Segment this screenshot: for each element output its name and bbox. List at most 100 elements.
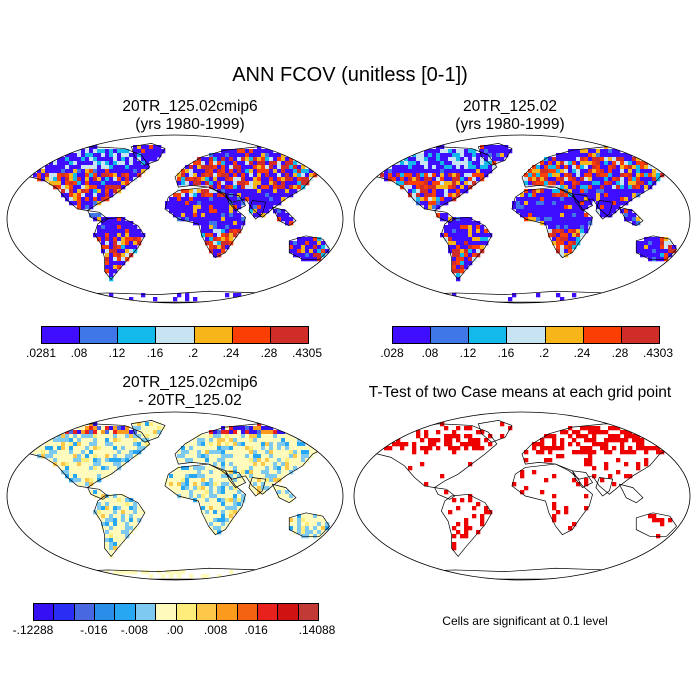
- map-grid-cell: [197, 189, 202, 194]
- map-grid-cell: [309, 446, 314, 451]
- map-grid-cell: [556, 173, 561, 178]
- map-grid-cell: [564, 201, 569, 206]
- map-grid-cell: [201, 161, 206, 166]
- map-grid-cell: [257, 157, 262, 162]
- map-grid-cell: [197, 161, 202, 166]
- map-grid-cell: [460, 257, 465, 262]
- map-grid-cell: [101, 438, 106, 443]
- map-grid-cell: [93, 490, 98, 495]
- map-grid-cell: [189, 482, 194, 487]
- map-grid-cell: [448, 245, 453, 250]
- map-grid-cell: [89, 205, 94, 210]
- map-grid-cell: [588, 217, 593, 222]
- map-grid-cell: [548, 221, 553, 226]
- map-grid-cell: [504, 153, 509, 158]
- map-grid-cell: [221, 157, 226, 162]
- map-border: [6, 134, 344, 304]
- map-grid-cell: [105, 510, 110, 515]
- map-grid-cell: [241, 462, 246, 467]
- map-grid-cell: [297, 450, 302, 455]
- map-grid-cell: [600, 430, 605, 435]
- map-grid-cell: [105, 229, 110, 234]
- map-grid-cell: [444, 189, 449, 194]
- map-grid-cell: [197, 478, 202, 483]
- map-grid-cell: [253, 181, 258, 186]
- map-grid-cell: [668, 518, 673, 523]
- map-grid-cell: [213, 470, 218, 475]
- map-grid-cell: [221, 201, 226, 206]
- map-grid-cell: [205, 165, 210, 170]
- map-grid-cell: [632, 450, 637, 455]
- map-grid-cell: [576, 209, 581, 214]
- map-grid-cell: [560, 157, 565, 162]
- map-grid-cell: [580, 213, 585, 218]
- map-grid-cell: [656, 245, 661, 250]
- colorbar-top-left-swatch: [156, 327, 195, 343]
- map-grid-cell: [448, 233, 453, 238]
- map-grid-cell: [628, 209, 633, 214]
- map-grid-cell: [205, 518, 210, 523]
- map-grid-cell: [472, 153, 477, 158]
- map-grid-cell: [205, 498, 210, 503]
- map-grid-cell: [476, 430, 481, 435]
- map-grid-cell: [185, 173, 190, 178]
- map-grid-cell: [97, 458, 102, 463]
- map-grid-cell: [169, 209, 174, 214]
- map-grid-cell: [576, 161, 581, 166]
- map-grid-cell: [105, 442, 110, 447]
- map-grid-cell: [189, 478, 194, 483]
- map-grid-cell: [293, 530, 298, 535]
- map-grid-cell: [229, 462, 234, 467]
- map-grid-cell: [496, 153, 501, 158]
- map-grid-cell: [241, 466, 246, 471]
- map-grid-cell: [201, 502, 206, 507]
- map-grid-cell: [636, 157, 641, 162]
- colorbar-bottom-left-swatch: [156, 604, 177, 620]
- map-grid-cell: [137, 169, 142, 174]
- map-grid-cell: [576, 153, 581, 158]
- map-grid-cell: [628, 153, 633, 158]
- map-grid-cell: [213, 466, 218, 471]
- map-grid-cell: [221, 466, 226, 471]
- map-grid-cell: [165, 205, 170, 210]
- map-grid-cell: [516, 205, 521, 210]
- map-grid-cell: [225, 426, 230, 431]
- map-grid-cell: [532, 201, 537, 206]
- map-grid-cell: [408, 161, 413, 166]
- map-grid-cell: [548, 157, 553, 162]
- map-grid-cell: [460, 169, 465, 174]
- map-grid-cell: [49, 173, 54, 178]
- map-grid-cell: [69, 458, 74, 463]
- map-grid-cell: [616, 426, 621, 431]
- map-grid-cell: [213, 434, 218, 439]
- map-grid-cell: [281, 442, 286, 447]
- map-grid-cell: [560, 185, 565, 190]
- map-grid-cell: [221, 438, 226, 443]
- map-grid-cell: [648, 446, 653, 451]
- map-grid-cell: [49, 161, 54, 166]
- map-grid-cell: [125, 249, 130, 254]
- map-grid-cell: [456, 426, 461, 431]
- map-grid-cell: [644, 161, 649, 166]
- map-grid-cell: [137, 426, 142, 431]
- map-grid-cell: [269, 189, 274, 194]
- map-grid-cell: [560, 454, 565, 459]
- map-grid-cell: [57, 185, 62, 190]
- map-grid-cell: [277, 434, 282, 439]
- map-grid-cell: [464, 157, 469, 162]
- map-grid-cell: [504, 149, 509, 154]
- map-grid-cell: [217, 221, 222, 226]
- map-grid-cell: [400, 177, 405, 182]
- map-grid-cell: [209, 165, 214, 170]
- map-grid-cell: [209, 221, 214, 226]
- map-grid-cell: [125, 426, 130, 431]
- map-grid-cell: [105, 265, 110, 270]
- map-grid-cell: [101, 474, 106, 479]
- map-grid-cell: [69, 169, 74, 174]
- map-grid-cell: [588, 450, 593, 455]
- map-grid-cell: [536, 213, 541, 218]
- map-grid-cell: [305, 526, 310, 531]
- map-grid-cell: [85, 157, 90, 162]
- map-grid-cell: [97, 454, 102, 459]
- map-grid-cell: [181, 490, 186, 495]
